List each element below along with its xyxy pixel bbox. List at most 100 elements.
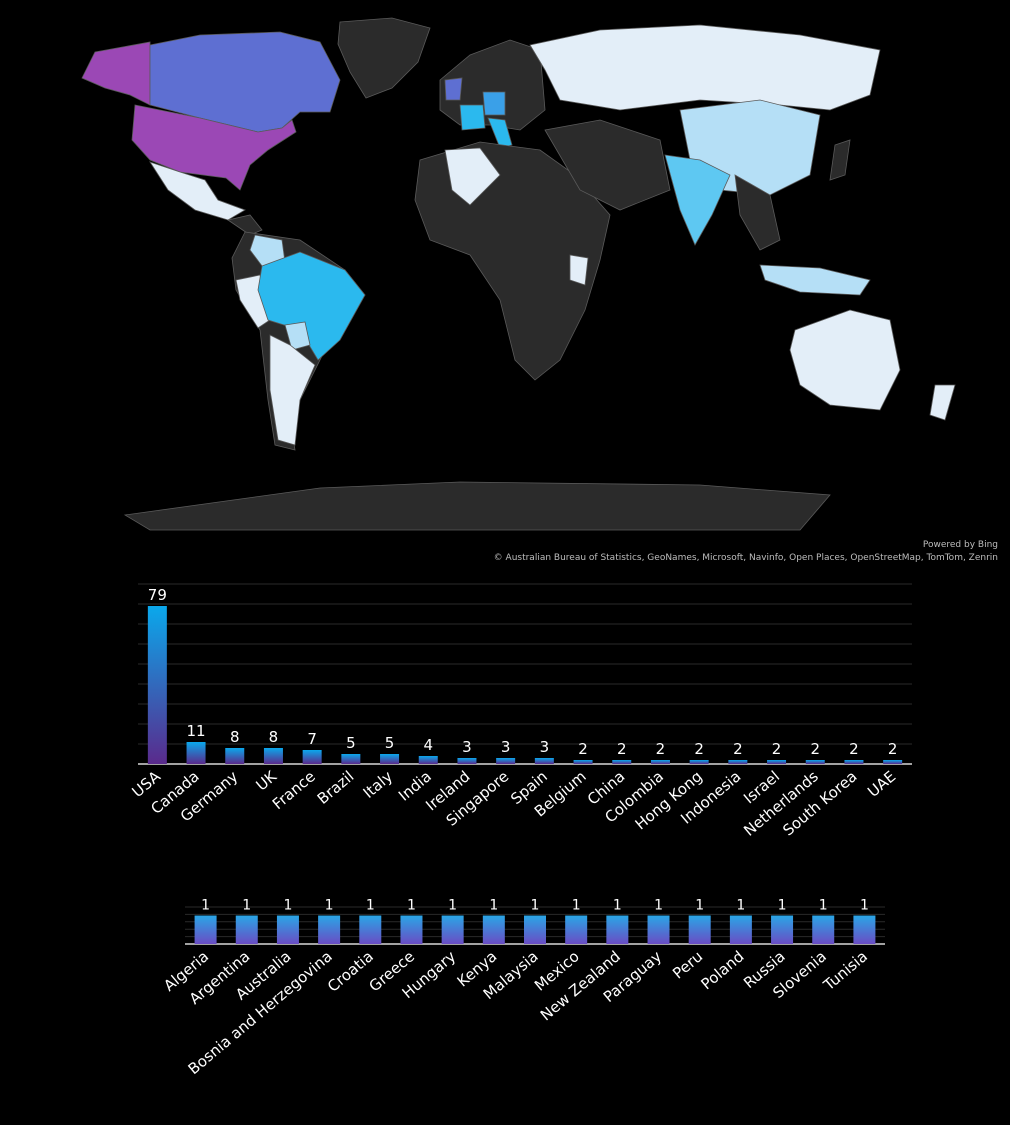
x-tick-label: Italy <box>360 767 397 802</box>
map-italy <box>487 117 513 149</box>
bar-malaysia[interactable] <box>524 915 546 944</box>
bar-argentina[interactable] <box>235 915 258 944</box>
bar-croatia[interactable] <box>359 915 382 944</box>
data-label: 2 <box>578 740 588 758</box>
data-label: 3 <box>462 738 472 756</box>
x-tick-label: Brazil <box>314 767 358 808</box>
data-label: 1 <box>654 898 663 914</box>
data-label: 1 <box>489 898 498 914</box>
chart-top-countries: 79USA11Canada8Germany8UK7France5Brazil5I… <box>129 583 912 840</box>
map-greenland <box>337 17 431 99</box>
bar-uk[interactable] <box>263 748 283 764</box>
map-indonesia <box>759 264 871 296</box>
map-argentina <box>269 334 316 446</box>
data-label: 8 <box>230 728 240 746</box>
data-label: 1 <box>325 898 334 914</box>
data-label: 2 <box>810 740 820 758</box>
data-label: 2 <box>617 740 627 758</box>
data-label: 1 <box>778 898 787 914</box>
x-tick-label: Poland <box>698 947 748 993</box>
map-canada <box>149 31 341 133</box>
bar-new-zealand[interactable] <box>606 915 629 944</box>
map-brazil <box>257 251 366 361</box>
data-label: 3 <box>540 738 550 756</box>
data-label: 1 <box>695 898 704 914</box>
map-alaska <box>81 41 151 106</box>
world-map <box>81 17 956 531</box>
bar-ireland[interactable] <box>457 758 477 764</box>
map-paraguay <box>284 321 311 351</box>
bar-tunisia[interactable] <box>853 915 876 944</box>
data-label: 1 <box>201 898 210 914</box>
bar-colombia[interactable] <box>650 760 670 764</box>
data-label: 1 <box>366 898 375 914</box>
bar-hungary[interactable] <box>441 915 464 944</box>
map-australia <box>789 309 901 411</box>
data-label: 1 <box>613 898 622 914</box>
bar-netherlands[interactable] <box>805 760 825 764</box>
bar-peru[interactable] <box>688 915 711 944</box>
map-new-zealand <box>929 384 956 421</box>
map-attribution-powered: Powered by Bing <box>922 540 998 550</box>
bar-indonesia[interactable] <box>728 760 748 764</box>
x-tick-label: UK <box>252 767 280 795</box>
data-label: 3 <box>501 738 511 756</box>
data-label: 2 <box>849 740 859 758</box>
bar-italy[interactable] <box>380 754 400 764</box>
map-africa <box>414 141 611 381</box>
data-label: 5 <box>385 734 395 752</box>
bar-poland[interactable] <box>729 915 752 944</box>
bar-kenya[interactable] <box>482 915 505 944</box>
bar-brazil[interactable] <box>341 754 361 764</box>
data-label: 1 <box>407 898 416 914</box>
bar-canada[interactable] <box>186 742 206 764</box>
bar-south-korea[interactable] <box>844 760 864 764</box>
map-kenya <box>569 254 589 286</box>
bar-uae[interactable] <box>883 760 903 764</box>
bar-hong-kong[interactable] <box>689 760 709 764</box>
map-russia <box>529 24 881 111</box>
bar-belgium[interactable] <box>573 760 593 764</box>
map-attribution-sources: © Australian Bureau of Statistics, GeoNa… <box>493 553 998 563</box>
map-middle-east <box>544 119 671 211</box>
map-india <box>664 154 731 246</box>
bar-greece[interactable] <box>400 915 423 944</box>
bar-slovenia[interactable] <box>812 915 835 944</box>
map-algeria <box>444 147 501 206</box>
bar-paraguay[interactable] <box>647 915 670 944</box>
bar-bosnia-and-herzegovina[interactable] <box>318 915 341 944</box>
map-uk <box>444 77 463 101</box>
data-label: 1 <box>531 898 540 914</box>
bar-france[interactable] <box>302 750 322 764</box>
map-usa <box>131 104 297 191</box>
bar-russia[interactable] <box>771 915 794 944</box>
map-mexico <box>149 161 246 221</box>
data-label: 2 <box>656 740 666 758</box>
data-label: 1 <box>819 898 828 914</box>
data-label: 1 <box>736 898 745 914</box>
bar-usa[interactable] <box>147 606 167 764</box>
map-antarctica <box>123 481 831 531</box>
bar-australia[interactable] <box>276 915 299 944</box>
map-southeast-asia <box>734 174 781 251</box>
bar-singapore[interactable] <box>496 758 516 764</box>
data-label: 1 <box>448 898 457 914</box>
bar-germany[interactable] <box>225 748 245 764</box>
data-label: 2 <box>694 740 704 758</box>
data-label: 1 <box>283 898 292 914</box>
data-label: 1 <box>860 898 869 914</box>
data-label: 11 <box>187 722 206 740</box>
bar-spain[interactable] <box>534 758 554 764</box>
map-central-america <box>227 214 263 236</box>
bar-india[interactable] <box>418 756 438 764</box>
bar-mexico[interactable] <box>565 915 588 944</box>
x-tick-label: Croatia <box>324 947 377 995</box>
map-japan <box>829 139 851 181</box>
data-label: 2 <box>888 740 898 758</box>
data-label: 5 <box>346 734 356 752</box>
data-label: 79 <box>148 586 167 604</box>
bar-algeria[interactable] <box>194 915 217 944</box>
bar-china[interactable] <box>612 760 632 764</box>
bar-israel[interactable] <box>767 760 787 764</box>
